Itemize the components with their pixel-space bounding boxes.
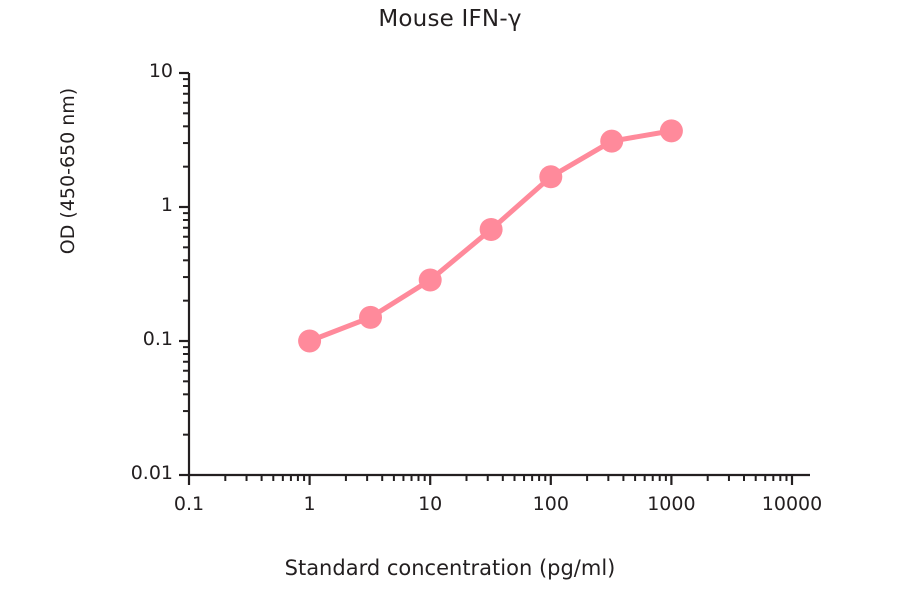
x-tick-label: 10: [418, 493, 443, 515]
chart-title: Mouse IFN-γ: [378, 6, 522, 32]
y-tick-label: 10: [148, 60, 173, 82]
data-point[interactable]: [659, 119, 683, 143]
data-point[interactable]: [418, 268, 442, 292]
data-point[interactable]: [479, 217, 503, 241]
data-point[interactable]: [539, 165, 563, 189]
y-tick-label: 1: [160, 194, 173, 216]
x-tick-label: 1000: [647, 493, 696, 515]
x-tick-label: 10000: [761, 493, 823, 515]
x-tick-label: 1: [303, 493, 316, 515]
x-tick-label: 100: [532, 493, 569, 515]
x-axis-title: Standard concentration (pg/ml): [284, 556, 616, 580]
data-point[interactable]: [298, 329, 322, 353]
x-tick-label: 0.1: [173, 493, 205, 515]
data-point[interactable]: [600, 129, 624, 153]
y-tick-label: 0.01: [130, 462, 173, 484]
y-tick-label: 0.1: [142, 328, 173, 350]
data-point[interactable]: [359, 305, 383, 329]
